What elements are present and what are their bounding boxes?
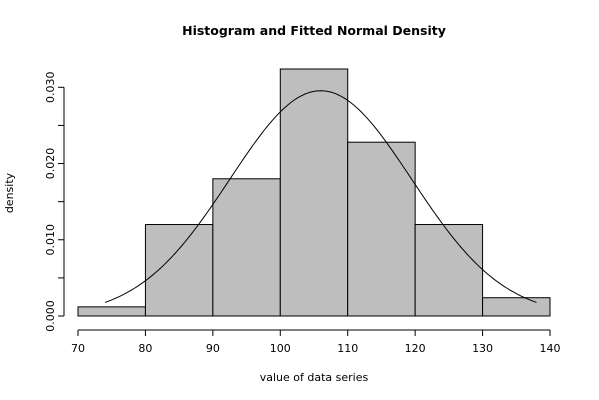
- x-tick-label: 80: [138, 342, 152, 355]
- y-tick-label: 0.020: [44, 148, 57, 180]
- x-axis: 70 80 90 100 110 120 130 140: [71, 329, 561, 355]
- histogram-bar-80-90: [144, 224, 214, 317]
- x-tick-label: 100: [270, 342, 291, 355]
- x-tick-label: 90: [206, 342, 220, 355]
- x-tick-label: 120: [405, 342, 426, 355]
- histogram-bar-100-110: [279, 68, 349, 317]
- chart-title: Histogram and Fitted Normal Density: [182, 23, 446, 38]
- y-tick-label: 0.030: [44, 72, 57, 104]
- x-tick-label: 130: [472, 342, 493, 355]
- fitted-normal-curve: [104, 90, 537, 303]
- histogram-bar-130-140: [482, 297, 551, 317]
- histogram-bar-120-130: [414, 224, 484, 317]
- x-tick-label: 110: [337, 342, 358, 355]
- y-axis-title: density: [3, 172, 16, 213]
- y-axis: 0.000 0.010 0.020 0.030: [44, 72, 65, 332]
- x-tick-label: 140: [540, 342, 561, 355]
- y-tick-label: 0.010: [44, 224, 57, 256]
- histogram-bar-70-80: [77, 306, 146, 317]
- x-axis-title: value of data series: [260, 371, 369, 384]
- histogram-bars: [77, 68, 551, 317]
- histogram-bar-90-100: [212, 178, 281, 317]
- x-tick-label: 70: [71, 342, 85, 355]
- histogram-bar-110-120: [347, 141, 416, 317]
- y-tick-label: 0.000: [44, 300, 57, 332]
